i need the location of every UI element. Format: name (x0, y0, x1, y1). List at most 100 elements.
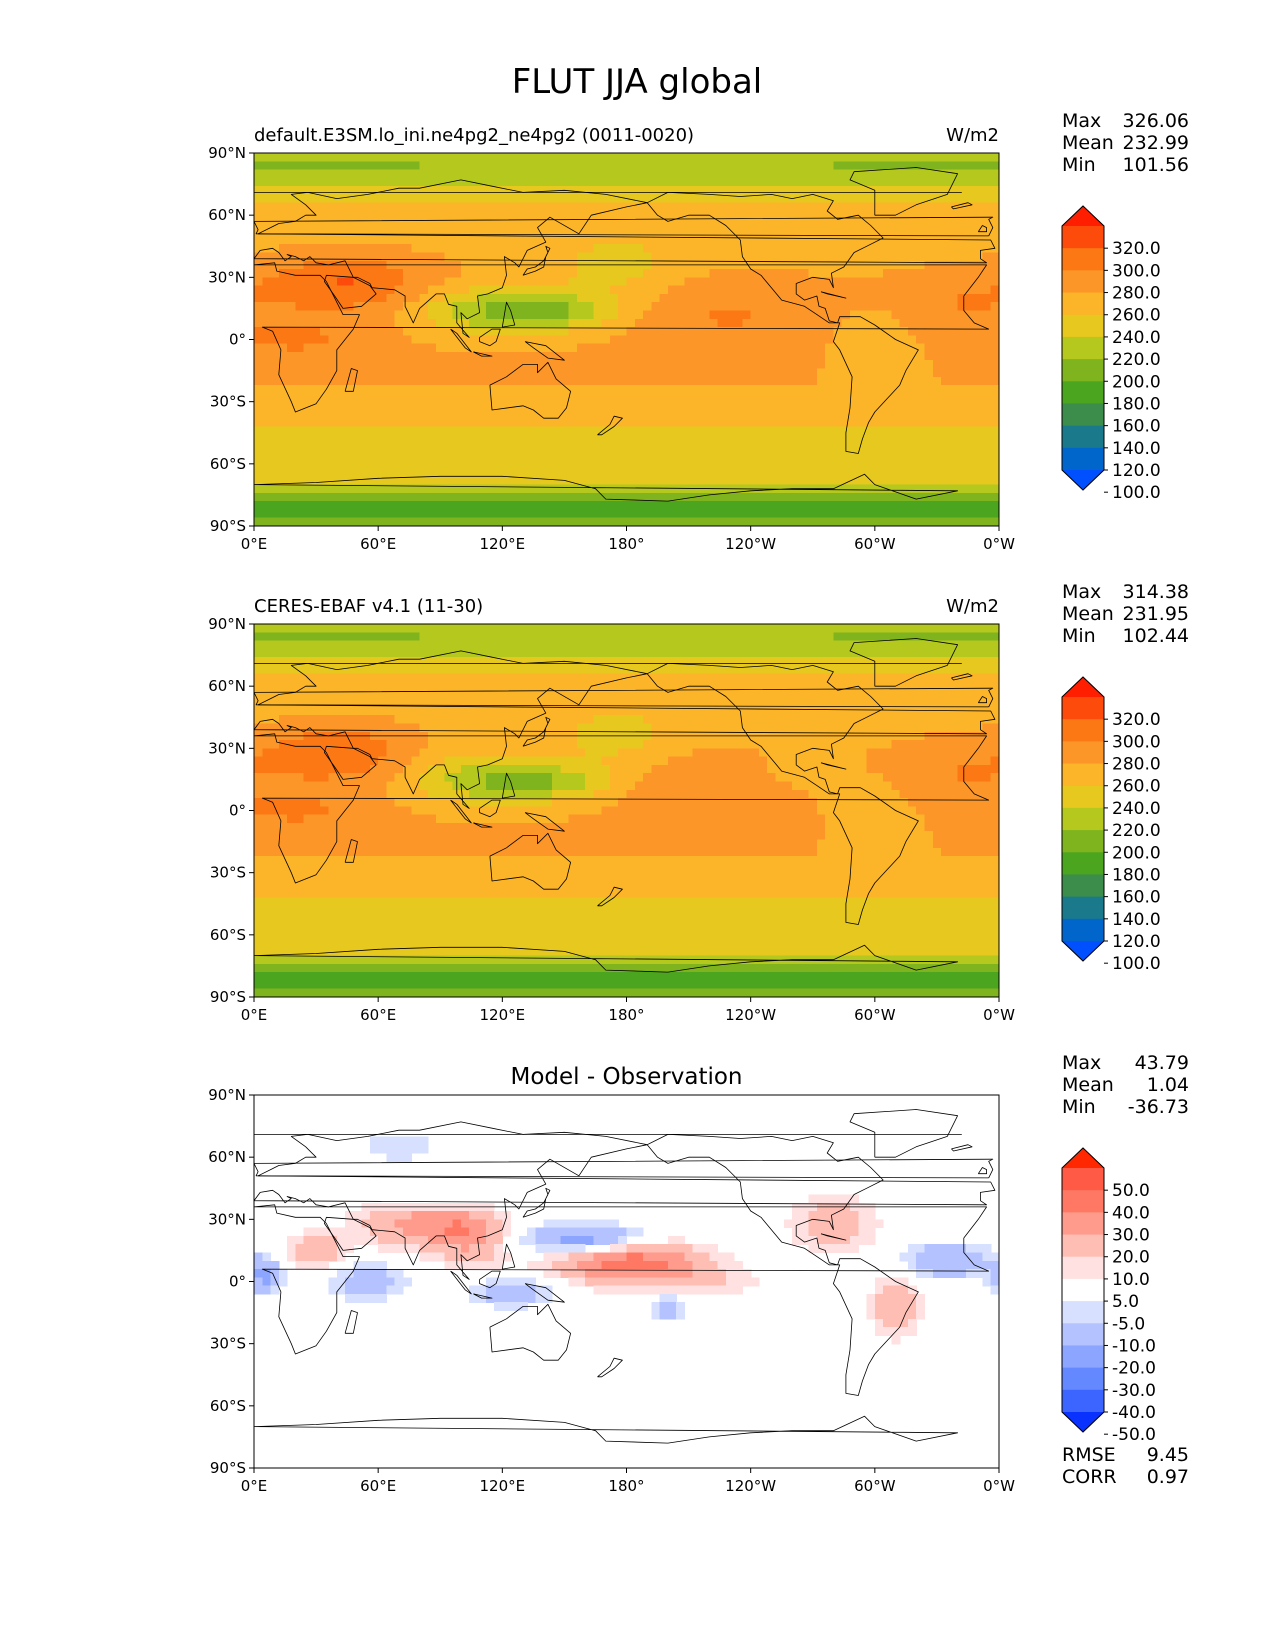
field-cell (609, 153, 619, 162)
panels-group: 0°E 60°E 120°E 180° 120°W 60°W 0°W90°N60°N30°N… (208, 110, 1189, 1495)
field-cell (254, 476, 263, 486)
field-cell (378, 293, 388, 303)
field-cell (858, 351, 868, 361)
field-cell (320, 302, 330, 312)
field-cell (568, 401, 578, 411)
field-cell (502, 632, 512, 642)
colorbar-segment (1062, 403, 1104, 427)
field-cell (808, 169, 818, 179)
field-cell (783, 153, 793, 162)
field-cell (891, 219, 901, 229)
field-cell (585, 277, 594, 287)
field-cell (750, 211, 760, 220)
field-cell (278, 665, 288, 675)
field-cell (891, 673, 901, 683)
field-cell (792, 418, 801, 428)
field-cell (419, 682, 429, 691)
field-cell (725, 426, 735, 436)
field-cell (717, 219, 727, 229)
field-cell (808, 434, 818, 444)
field-cell (957, 277, 967, 287)
field-cell (510, 690, 520, 700)
field-cell (692, 443, 702, 452)
field-cell (303, 665, 313, 675)
field-cell (941, 177, 950, 187)
field-cell (609, 376, 619, 386)
field-cell (850, 682, 859, 691)
field-cell (816, 343, 826, 353)
field-cell (866, 252, 876, 262)
field-cell (452, 202, 462, 212)
field-cell (469, 360, 479, 370)
field-cell (850, 648, 859, 658)
field-cell (651, 682, 661, 691)
field-cell (477, 426, 487, 436)
field-cell (874, 302, 884, 312)
field-cell (734, 624, 743, 633)
field-cell (676, 517, 686, 527)
field-cell (419, 484, 429, 494)
field-cell (311, 698, 321, 708)
field-cell (262, 277, 272, 287)
field-cell (874, 443, 884, 452)
field-cell (345, 467, 354, 477)
field-cell (452, 501, 462, 511)
field-cell (659, 376, 669, 386)
field-cell (287, 418, 296, 428)
field-cell (709, 202, 719, 212)
field-cell (436, 467, 445, 477)
field-cell (336, 648, 346, 658)
field-cell (510, 194, 520, 204)
field-cell (667, 509, 677, 519)
field-cell (552, 318, 561, 328)
field-cell (469, 335, 479, 345)
field-cell (841, 401, 851, 411)
field-cell (974, 409, 984, 419)
field-cell (254, 467, 263, 477)
field-cell (783, 227, 793, 237)
field-cell (287, 310, 296, 320)
field-cell (585, 467, 594, 477)
field-cell (494, 202, 503, 212)
field-cell (949, 624, 959, 633)
field-cell (965, 492, 975, 502)
field-cell (701, 376, 710, 386)
field-cell (841, 211, 851, 220)
field-cell (427, 302, 437, 312)
field-cell (990, 260, 1000, 270)
field-cell (535, 401, 545, 411)
field-cell (767, 277, 777, 287)
field-cell (808, 657, 818, 667)
field-cell (403, 682, 412, 691)
field-cell (767, 517, 777, 527)
field-cell (576, 393, 586, 403)
field-cell (866, 682, 876, 691)
field-cell (841, 161, 851, 171)
field-cell (965, 648, 975, 658)
field-cell (742, 360, 752, 370)
field-cell (444, 418, 454, 428)
field-cell (254, 302, 263, 312)
field-cell (403, 293, 412, 303)
field-cell (667, 335, 677, 345)
field-cell (320, 665, 330, 675)
field-cell (494, 327, 503, 336)
field-cell (883, 186, 892, 196)
field-cell (295, 443, 305, 452)
field-cell (436, 418, 445, 428)
field-cell (593, 302, 603, 312)
field-cell (502, 194, 512, 204)
field-cell (982, 517, 992, 527)
field-cell (568, 310, 578, 320)
field-cell (419, 434, 429, 444)
field-cell (386, 467, 396, 477)
field-cell (734, 640, 743, 650)
field-cell (742, 492, 752, 502)
field-cell (460, 648, 470, 658)
field-cell (345, 509, 354, 519)
field-cell (469, 451, 479, 461)
field-cell (278, 318, 288, 328)
field-cell (593, 632, 603, 642)
field-cell (502, 161, 512, 171)
field-cell (303, 368, 313, 378)
